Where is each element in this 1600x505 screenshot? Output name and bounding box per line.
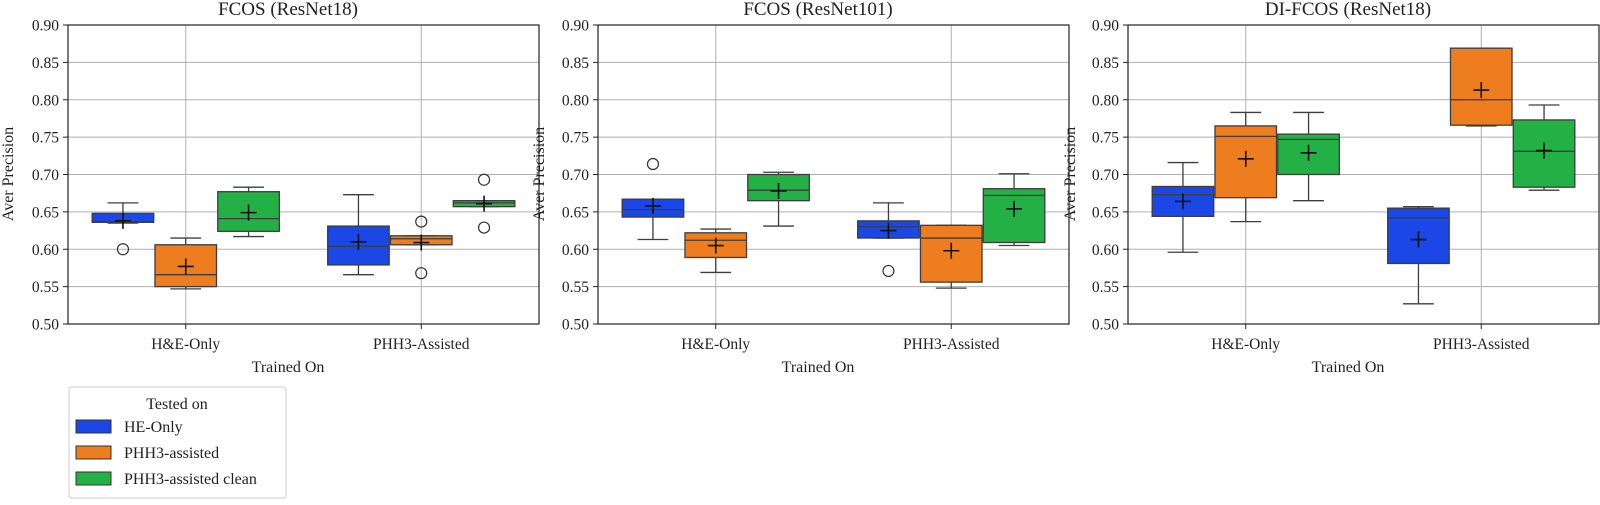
y-tick-label: 0.60: [32, 242, 59, 259]
y-tick-label: 0.75: [1092, 130, 1119, 147]
y-axis-label: Aver Precision: [1062, 127, 1079, 221]
legend-entry: HE-Only: [75, 419, 183, 436]
panel-di-fcos-resnet18: DI-FCOS (ResNet18) Aver Precision Traine…: [1062, 0, 1600, 376]
y-tick-label: 0.55: [32, 279, 59, 296]
x-tick-label: H&E-Only: [1211, 336, 1280, 353]
y-tick-label: 0.75: [562, 130, 589, 147]
y-tick-label: 0.85: [562, 55, 589, 72]
y-tick-label: 0.65: [32, 204, 59, 221]
y-tick-label: 0.90: [1092, 18, 1119, 35]
x-axis-label: Trained On: [1312, 359, 1385, 376]
y-tick-label: 0.50: [562, 317, 589, 334]
y-axis-label: Aver Precision: [531, 127, 548, 221]
legend-swatch: [75, 445, 112, 460]
y-tick-label: 0.50: [1092, 317, 1119, 334]
outlier-point: [116, 243, 130, 256]
y-tick-label: 0.80: [32, 92, 59, 109]
y-tick-label: 0.80: [1092, 92, 1119, 109]
panel-fcos-resnet101: FCOS (ResNet101) Aver Precision Trained …: [531, 0, 1070, 376]
legend-entry: PHH3-assisted: [75, 445, 219, 462]
box-iqr: [154, 244, 218, 288]
outlier-point: [477, 221, 491, 234]
panel-fcos-resnet18: FCOS (ResNet18) Aver Precision Trained O…: [0, 0, 540, 376]
y-tick-label: 0.85: [1092, 55, 1119, 72]
legend-label: PHH3-assisted clean: [124, 471, 257, 488]
y-tick-label: 0.85: [32, 55, 59, 72]
y-tick-label: 0.70: [1092, 167, 1119, 184]
panel-title: DI-FCOS (ResNet18): [1265, 0, 1431, 20]
x-tick-label: H&E-Only: [681, 336, 750, 353]
y-tick-label: 0.80: [562, 92, 589, 109]
panel-title: FCOS (ResNet18): [218, 0, 358, 20]
x-axis-label: Trained On: [782, 359, 855, 376]
y-tick-label: 0.70: [562, 167, 589, 184]
y-tick-label: 0.50: [32, 317, 59, 334]
x-tick-label: PHH3-Assisted: [373, 336, 470, 353]
x-tick-label: PHH3-Assisted: [903, 336, 1000, 353]
panel-title: FCOS (ResNet101): [743, 0, 892, 20]
legend-frame: [68, 386, 287, 499]
x-axis-label: Trained On: [252, 359, 325, 376]
plot-frame: [67, 24, 540, 325]
legend-label: PHH3-assisted: [124, 445, 219, 462]
y-tick-label: 0.65: [1092, 204, 1119, 221]
y-tick-label: 0.65: [562, 204, 589, 221]
legend-title: Tested on: [146, 396, 208, 413]
y-tick-label: 0.90: [562, 18, 589, 35]
outlier-point: [477, 173, 491, 186]
y-tick-label: 0.60: [1092, 242, 1119, 259]
plot-area: 0.50 0.55 0.60 0.65 0.70 0.75 0.80 0.85 0.90 H&E-…: [32, 18, 540, 353]
y-axis-label: Aver Precision: [0, 127, 17, 221]
legend-swatch: [75, 471, 112, 486]
outlier-point: [415, 215, 428, 228]
y-tick-label: 0.70: [32, 167, 59, 184]
legend-entry: PHH3-assisted clean: [75, 471, 257, 488]
plot-frame: [1127, 24, 1600, 325]
outlier-point: [415, 267, 428, 280]
plot-area: 0.50 0.55 0.60 0.65 0.70 0.75 0.80 0.85 0.90 H&E-…: [1092, 18, 1600, 353]
y-tick-label: 0.55: [1092, 279, 1119, 296]
y-tick-label: 0.55: [562, 279, 589, 296]
plot-area: 0.50 0.55 0.60 0.65 0.70 0.75 0.80 0.85 0.90 H&E-…: [562, 18, 1070, 353]
outlier-point: [646, 157, 660, 171]
x-tick-label: PHH3-Assisted: [1433, 336, 1530, 353]
outlier-point: [882, 264, 895, 278]
legend: Tested on HE-Only PHH3-assisted PHH3-ass…: [68, 386, 287, 499]
y-tick-label: 0.75: [32, 130, 59, 147]
legend-swatch: [75, 419, 112, 434]
legend-label: HE-Only: [124, 419, 183, 436]
y-tick-label: 0.60: [562, 242, 589, 259]
x-tick-label: H&E-Only: [151, 336, 220, 353]
plot-frame: [597, 24, 1070, 325]
y-tick-label: 0.90: [32, 18, 59, 35]
